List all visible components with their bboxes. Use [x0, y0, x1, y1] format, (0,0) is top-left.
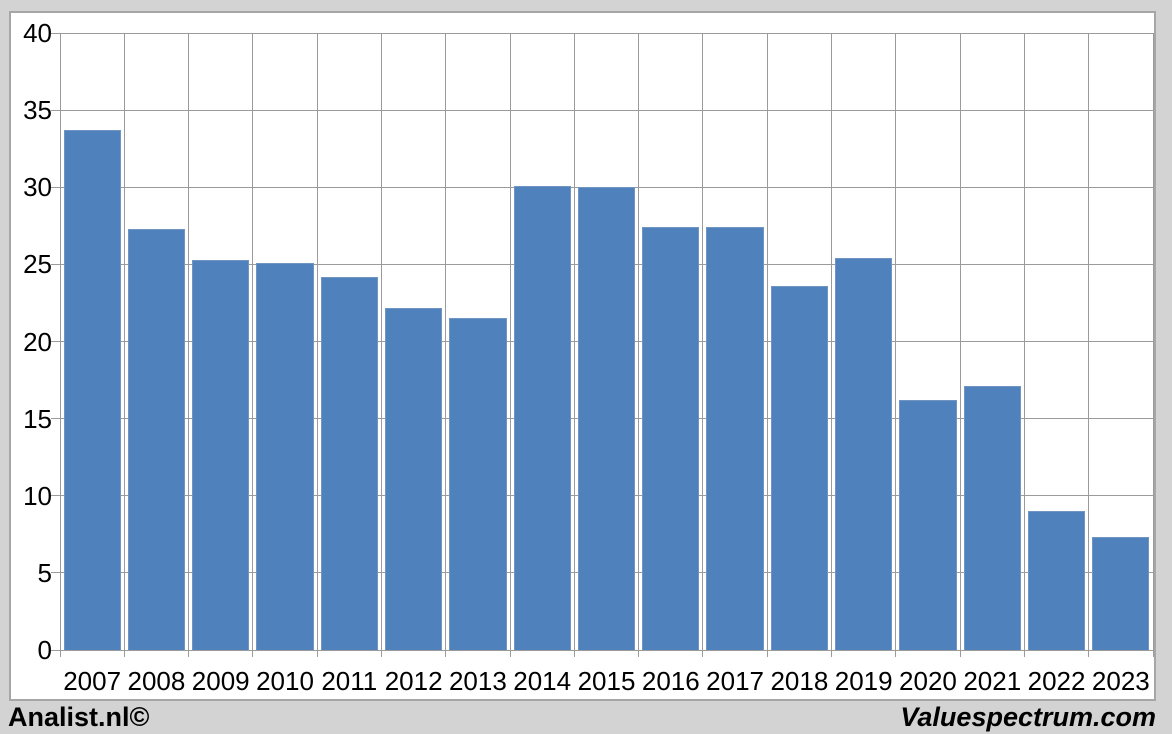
bar-2022 [1027, 511, 1086, 650]
y-axis-label: 15 [23, 403, 52, 434]
x-axis-label: 2018 [770, 666, 829, 696]
y-axis-tick [51, 495, 60, 497]
bar-2012 [384, 307, 443, 650]
x-axis-tick [895, 650, 897, 657]
v-gridline [702, 33, 704, 650]
bar-2018 [770, 285, 829, 650]
h-gridline [60, 109, 1153, 111]
bar-2009 [192, 259, 250, 650]
v-gridline [959, 33, 961, 650]
x-axis-label: 2019 [834, 666, 893, 696]
h-gridline [60, 32, 1153, 34]
bar-2015 [577, 187, 636, 650]
x-axis-tick [702, 650, 704, 657]
x-axis-tick [252, 650, 254, 657]
valuespectrum-watermark: Valuespectrum.com [900, 702, 1156, 732]
x-axis-tick [188, 650, 190, 657]
v-gridline [509, 33, 511, 650]
x-axis-tick [1152, 650, 1154, 657]
x-axis-tick [638, 650, 640, 657]
y-axis-label: 5 [37, 557, 52, 588]
h-gridline [60, 649, 1153, 651]
x-axis-label: 2015 [577, 666, 636, 696]
bar-2020 [899, 400, 957, 650]
x-axis-tick [380, 650, 382, 657]
analist-watermark: Analist.nl© [8, 702, 150, 732]
x-axis-tick [316, 650, 318, 657]
x-axis-label: 2007 [63, 666, 122, 696]
y-axis-tick [51, 418, 60, 420]
y-axis-tick [51, 649, 60, 651]
bar-2010 [256, 262, 314, 650]
v-gridline [188, 33, 190, 650]
y-axis-tick [51, 32, 60, 34]
x-axis-label: 2016 [641, 666, 700, 696]
bar-2021 [963, 386, 1021, 650]
x-axis-label: 2010 [256, 666, 314, 696]
y-axis-label: 35 [23, 95, 52, 126]
v-gridline [445, 33, 447, 650]
y-axis-tick [51, 263, 60, 265]
y-axis-label: 40 [23, 18, 52, 48]
v-gridline [252, 33, 254, 650]
x-axis-label: 2009 [191, 666, 250, 696]
y-axis-tick [51, 341, 60, 342]
y-axis-tick [51, 109, 60, 111]
x-axis-tick [831, 650, 833, 657]
x-axis-tick [59, 650, 61, 657]
v-gridline [831, 33, 833, 650]
y-axis-tick [51, 572, 60, 574]
x-axis-tick [573, 650, 575, 657]
x-axis-label: 2021 [963, 666, 1022, 696]
x-axis-tick [959, 650, 961, 657]
v-gridline [638, 33, 640, 650]
v-gridline [766, 33, 768, 650]
y-axis-label: 30 [23, 172, 52, 203]
bar-2008 [127, 228, 186, 650]
v-gridline [1023, 33, 1025, 650]
x-axis-label: 2017 [706, 666, 764, 696]
x-axis-tick [123, 650, 125, 657]
x-axis-tick [1088, 650, 1090, 657]
x-axis-label: 2020 [899, 666, 957, 696]
v-gridline [380, 33, 382, 650]
y-axis-label: 25 [23, 249, 52, 280]
v-gridline [59, 33, 61, 650]
v-gridline [573, 33, 575, 650]
x-axis-label: 2011 [321, 666, 378, 696]
v-gridline [123, 33, 125, 650]
bar-2013 [449, 318, 507, 650]
bar-2017 [706, 227, 764, 650]
bar-2014 [513, 185, 571, 650]
bar-2023 [1092, 537, 1150, 650]
y-axis-label: 10 [23, 480, 52, 511]
bar-2016 [642, 227, 700, 650]
x-axis-tick [766, 650, 768, 657]
x-axis-label: 2013 [448, 666, 507, 696]
v-gridline [1088, 33, 1090, 650]
x-axis-tick [445, 650, 447, 657]
x-axis-label: 2008 [127, 666, 186, 696]
v-gridline [316, 33, 318, 650]
y-axis-tick [51, 186, 60, 188]
bar-2019 [835, 258, 893, 650]
y-axis-label: 20 [23, 326, 52, 357]
y-axis-label: 0 [37, 635, 52, 665]
bar-2007 [63, 130, 121, 650]
x-axis-tick [1023, 650, 1025, 657]
x-axis-label: 2014 [513, 666, 572, 696]
x-axis-label: 2022 [1027, 666, 1086, 696]
x-axis-label: 2023 [1091, 666, 1150, 696]
v-gridline [895, 33, 897, 650]
bar-2011 [320, 276, 378, 650]
x-axis-label: 2012 [384, 666, 443, 696]
x-axis-tick [509, 650, 511, 657]
v-gridline [1152, 33, 1154, 650]
plot-area: 0 5 10 15 20 25 30 35 40 2007 2008 2009 2010 2011 2012… [23, 20, 1154, 695]
